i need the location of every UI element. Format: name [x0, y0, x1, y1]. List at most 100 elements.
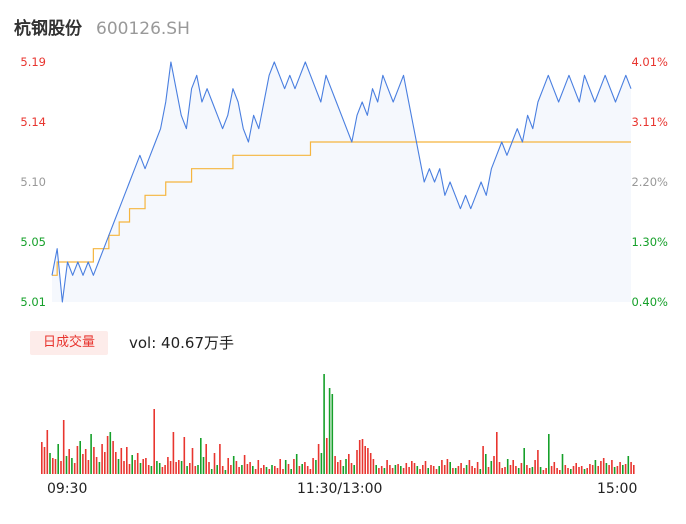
volume-bar	[183, 437, 186, 474]
volume-bar	[82, 454, 84, 474]
volume-bar	[345, 459, 347, 474]
volume-bar	[68, 449, 70, 474]
volume-bar	[246, 464, 249, 474]
volume-bar	[356, 450, 358, 474]
volume-bar	[147, 465, 150, 474]
volume-bar	[287, 464, 290, 474]
volume-bar	[496, 432, 498, 474]
x-tick-label: 11:30/13:00	[297, 481, 383, 497]
volume-bar	[257, 460, 260, 474]
volume-bar	[315, 460, 317, 474]
volume-bar	[394, 465, 397, 474]
volume-bar	[498, 462, 501, 474]
volume-bar	[178, 460, 180, 474]
volume-bar	[487, 467, 490, 474]
volume-bar	[419, 469, 421, 474]
volume-bar	[334, 456, 336, 474]
volume-bar	[460, 463, 462, 474]
volume-badge: 日成交量	[30, 331, 108, 355]
volume-bar	[449, 462, 451, 474]
volume-bar	[298, 466, 301, 474]
volume-bar	[512, 460, 514, 474]
volume-bar	[131, 455, 133, 474]
volume-bar	[106, 436, 109, 474]
volume-bar	[611, 460, 613, 474]
volume-bar	[175, 462, 177, 474]
volume-bar	[471, 466, 473, 474]
volume-bar	[430, 465, 432, 474]
volume-bar	[364, 446, 366, 474]
volume-bar	[509, 465, 512, 474]
volume-bar	[274, 466, 276, 474]
volume-bar	[109, 432, 112, 474]
volume-bar	[279, 459, 281, 474]
average-price-line	[52, 141, 631, 276]
volume-bar	[57, 444, 59, 474]
price-area	[52, 62, 631, 302]
x-tick-label: 15:00	[597, 481, 638, 497]
volume-bar	[205, 444, 207, 474]
volume-bar	[268, 469, 271, 474]
volume-bar	[139, 463, 142, 474]
volume-bar	[306, 466, 309, 474]
volume-bar	[482, 446, 484, 474]
volume-bar	[309, 469, 312, 474]
volume-bar	[594, 460, 597, 474]
volume-bar	[136, 453, 139, 474]
volume-bar	[597, 466, 599, 474]
volume-bar	[161, 467, 164, 474]
volume-bar	[378, 468, 380, 474]
volume-bar	[260, 468, 262, 474]
volume-bar	[290, 469, 292, 474]
volume-bar	[271, 465, 273, 474]
volume-bar	[208, 462, 210, 474]
volume-bar	[493, 456, 495, 474]
volume-bar	[202, 457, 205, 474]
y-tick-right: 2.20%	[631, 175, 668, 189]
volume-bar	[528, 468, 531, 474]
volume-bar	[265, 467, 268, 474]
volume-bar	[586, 468, 588, 474]
volume-bar	[98, 462, 101, 474]
volume-bar	[134, 460, 136, 474]
volume-bar	[120, 448, 123, 474]
volume-bar	[474, 468, 476, 474]
y-tick-left: 5.14	[20, 115, 46, 129]
stock-code: 600126.SH	[96, 19, 190, 39]
volume-bar	[413, 463, 416, 474]
volume-bar	[252, 466, 254, 474]
volume-bar	[548, 434, 550, 474]
volume-bar	[224, 470, 227, 474]
volume-bar	[142, 459, 144, 474]
volume-bar	[331, 394, 334, 474]
y-tick-right: 4.01%	[631, 55, 668, 69]
volume-bar	[348, 454, 350, 474]
volume-bar	[337, 462, 339, 474]
volume-bar	[358, 440, 361, 474]
volume-bar	[54, 459, 57, 474]
volume-bar	[386, 460, 388, 474]
volume-bar	[391, 468, 394, 474]
volume-bar	[526, 465, 528, 474]
volume-bar	[452, 468, 454, 474]
volume-bar	[323, 374, 325, 474]
volume-bar	[71, 458, 73, 474]
volume-bar	[424, 461, 427, 474]
volume-bar	[301, 464, 303, 474]
volume-bar	[400, 466, 402, 474]
volume-bar	[62, 420, 65, 474]
volume-bar	[435, 469, 438, 474]
volume-bar	[468, 460, 471, 474]
volume-bar	[476, 462, 479, 474]
volume-bar	[200, 438, 202, 474]
volume-bar	[520, 463, 523, 474]
volume-bar	[84, 449, 87, 474]
volume-bar	[580, 466, 583, 474]
volume-bar	[339, 460, 342, 474]
volume-bar	[616, 466, 619, 474]
volume-bar	[361, 439, 364, 474]
volume-bar	[408, 467, 410, 474]
volume-bar	[504, 467, 506, 474]
volume-bar	[602, 458, 605, 474]
volume-bar	[169, 461, 172, 474]
